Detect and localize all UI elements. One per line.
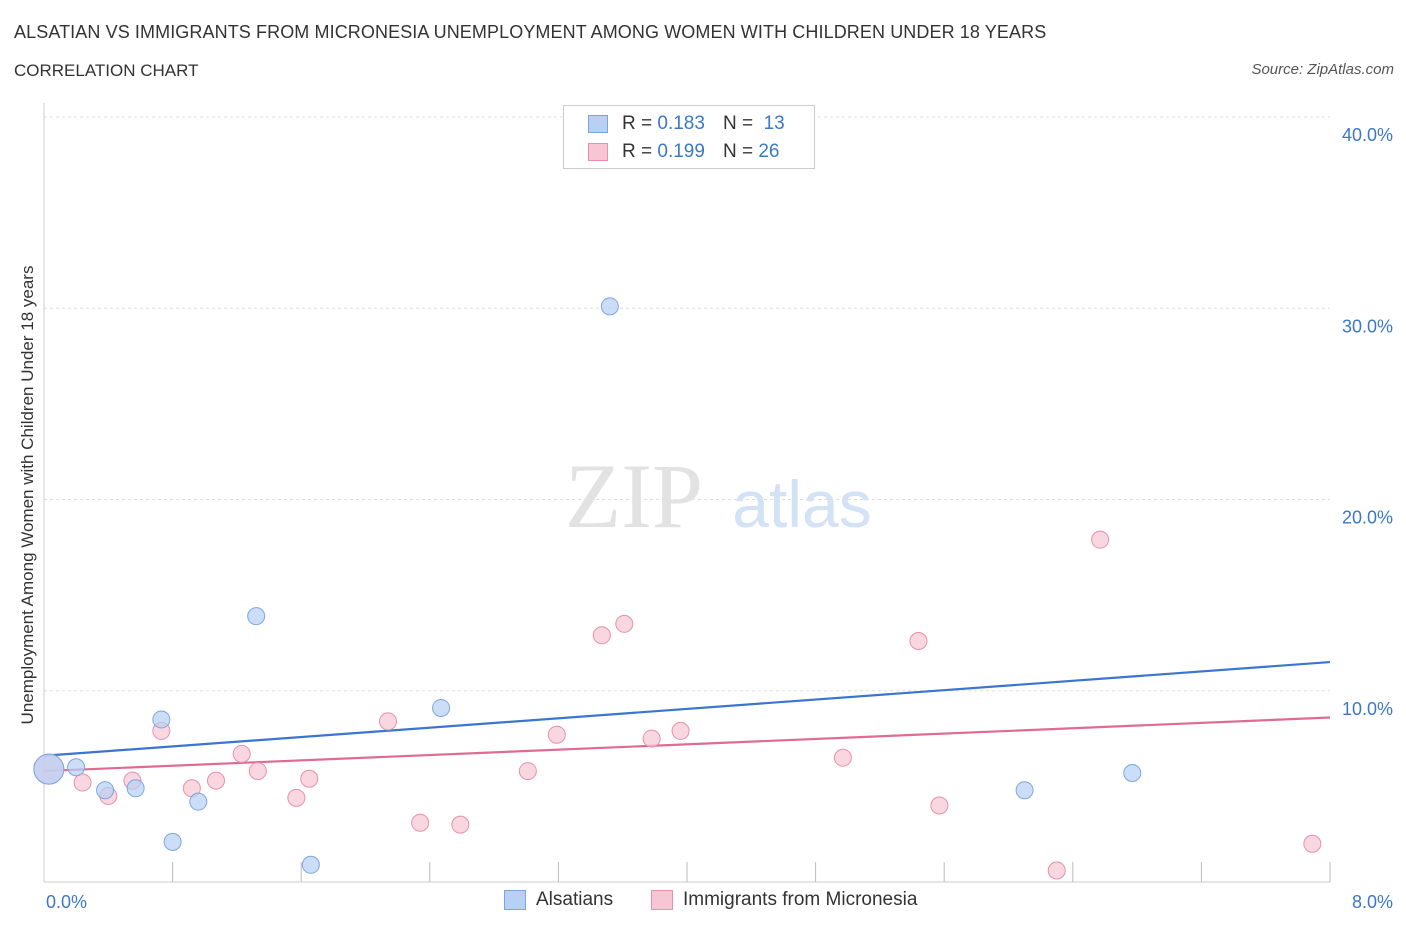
chart-subtitle: CORRELATION CHART [14,61,199,80]
micronesia-point [411,813,430,832]
r-value: 0.199 [657,141,705,162]
n-value: 26 [758,141,780,162]
micronesia-point [671,721,690,740]
alsatians-point [301,855,320,874]
chart-title: ALSATIAN VS IMMIGRANTS FROM MICRONESIA U… [14,22,1047,42]
legend-label: Immigrants from Micronesia [683,889,918,910]
micronesia-point [547,725,566,744]
micronesia-point [642,729,661,748]
alsatians-point [1015,781,1034,800]
alsatians-swatch [588,115,608,133]
alsatians-point [33,753,65,785]
alsatians-point [126,779,145,798]
n-value: 13 [763,113,785,134]
micronesia-point [1047,861,1066,880]
legend-label: Alsatians [536,889,614,910]
micronesia-point [518,762,537,781]
alsatians-point [432,698,451,717]
micronesia-point [248,762,267,781]
x-tick-label: 8.0% [1352,892,1393,912]
alsatians-point [163,832,182,851]
micronesia-swatch [588,143,608,161]
grid-lines [44,116,1330,692]
data-points [33,297,1322,880]
tick-labels: 10.0% 20.0% 30.0% 40.0% 0.0% 8.0% [46,125,1393,912]
y-tick-label: 20.0% [1342,508,1393,528]
micronesia-point [833,748,852,767]
alsatians-point [67,758,86,777]
n-label: N = [722,113,754,134]
legend-item-alsatians[interactable]: Alsatians [504,889,613,911]
trend-line-alsatians [43,660,1331,757]
n-label: N = [722,141,754,162]
watermark-zip: ZIP [565,445,703,547]
r-label: R = [622,141,653,162]
alsatians-point [1123,763,1142,782]
micronesia-swatch [651,890,673,910]
micronesia-point [1303,834,1322,853]
watermark: ZIP atlas [565,445,872,547]
source-credit: Source: ZipAtlas.com [1251,61,1394,78]
alsatians-point [189,792,208,811]
alsatians-point [247,607,266,626]
alsatians-swatch [504,890,526,910]
r-value: 0.183 [657,113,705,134]
alsatians-point [96,781,115,800]
legend-row-alsatians: R = 0.183 N = 13 [588,112,785,136]
r-label: R = [622,113,653,134]
micronesia-point [300,769,319,788]
micronesia-point [232,744,251,763]
alsatians-point [152,710,171,729]
alsatians-point [600,297,619,316]
micronesia-point [909,632,928,651]
micronesia-point [207,771,226,790]
y-tick-label: 10.0% [1342,699,1393,719]
micronesia-point [615,614,634,633]
micronesia-point [1091,530,1110,549]
watermark-atlas: atlas [732,467,871,541]
micronesia-point [930,796,949,815]
stats-legend: R = 0.183 N = 13 R = 0.199 N = 26 [563,105,815,169]
micronesia-point [379,712,398,731]
micronesia-point [73,773,92,792]
y-tick-label: 30.0% [1342,316,1393,336]
micronesia-point [287,788,306,807]
micronesia-point [451,815,470,834]
micronesia-point [592,626,611,645]
series-legend: Alsatians Immigrants from Micronesia [0,889,1406,915]
axes [43,103,1331,883]
y-tick-label: 40.0% [1342,125,1393,145]
y-axis-title: Unemployment Among Women with Children U… [18,265,37,725]
legend-item-micronesia[interactable]: Immigrants from Micronesia [651,889,917,911]
x-tick-label: 0.0% [46,892,87,912]
legend-row-micronesia: R = 0.199 N = 26 [588,140,779,164]
